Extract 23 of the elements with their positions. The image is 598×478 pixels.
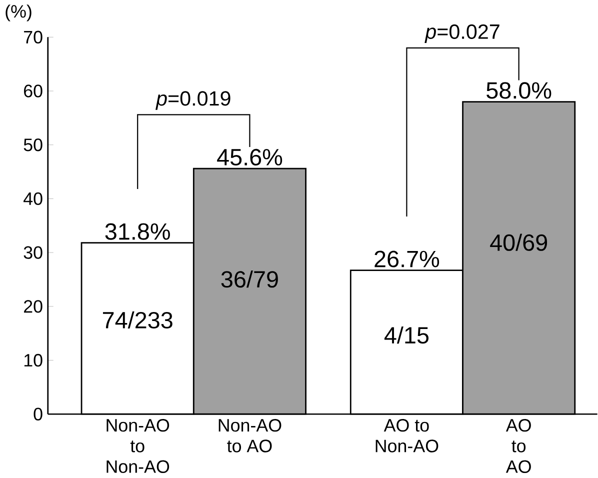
annotation: p=0.019 <box>156 91 230 110</box>
data-label: 58.0% <box>486 82 552 99</box>
y-tick-label: 60 <box>24 84 42 98</box>
x-tick-label: Non-AO to AO <box>218 419 282 453</box>
data-label: 26.7% <box>374 250 440 268</box>
x-tick-label: Non-AO to Non-AO <box>106 419 170 474</box>
y-tick-label: 20 <box>24 300 42 313</box>
data-label: 45.6% <box>217 149 282 166</box>
annotation: 74/233 <box>102 312 172 329</box>
annotation: 36/79 <box>221 270 278 288</box>
annotation: p=0.027 <box>424 24 500 44</box>
annotation: 4/15 <box>384 326 428 344</box>
data-label: 31.8% <box>105 223 170 240</box>
y-axis-title: (%) <box>6 4 32 22</box>
y-tick-label: 0 <box>34 408 42 421</box>
y-tick-label: 70 <box>24 31 42 44</box>
y-tick-label: 30 <box>24 246 42 260</box>
x-tick-label: AO to AO <box>506 419 531 474</box>
y-tick-label: 40 <box>24 192 42 206</box>
y-tick-label: 10 <box>24 354 42 367</box>
annotation: 40/69 <box>490 234 548 252</box>
y-tick-label: 50 <box>24 138 42 152</box>
x-tick-label: AO to Non-AO <box>376 419 438 453</box>
